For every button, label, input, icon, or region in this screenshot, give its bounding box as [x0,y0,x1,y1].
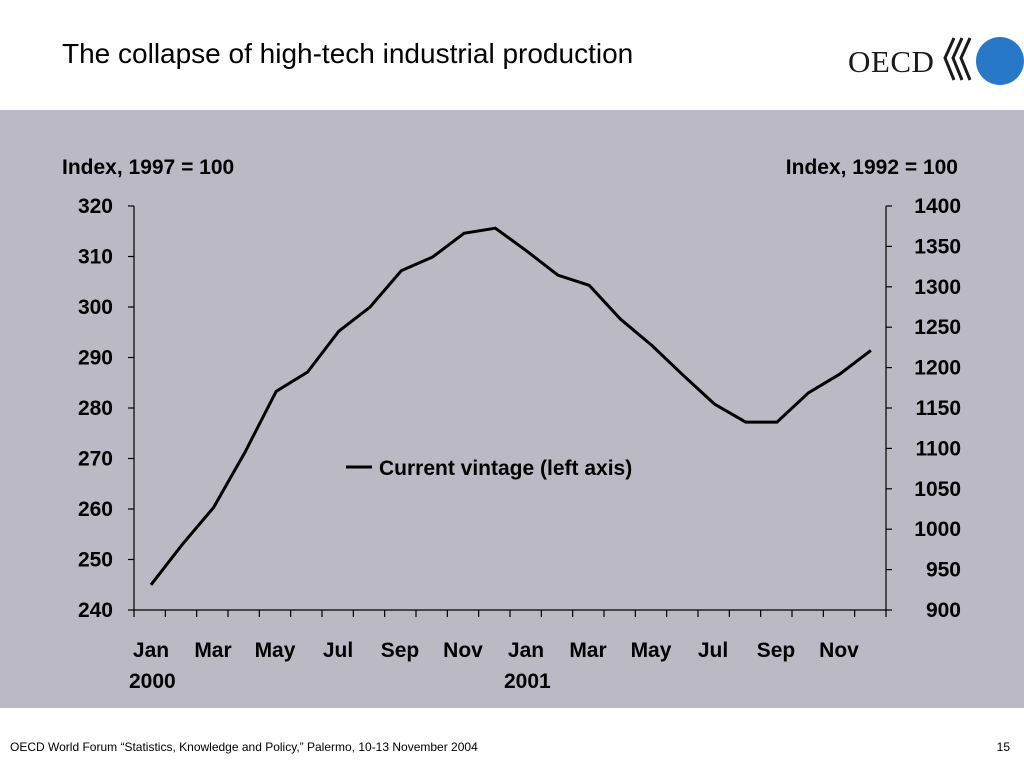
x-tick-label: Jul [698,639,728,662]
left-tick-label: 290 [78,347,113,370]
footer-text: OECD World Forum “Statistics, Knowledge … [10,740,478,754]
right-tick-label: 1300 [914,276,961,299]
oecd-logo: OECD [848,34,1024,90]
left-tick-label: 240 [78,599,113,622]
x-tick-label: Nov [443,639,483,662]
right-tick-label: 1050 [914,478,961,501]
series-line [149,226,872,586]
x-tick-label: Jan [508,639,544,662]
right-tick-label: 900 [926,599,961,622]
left-tick-label: 280 [78,397,113,420]
series-group [149,226,872,586]
right-axis-title: Index, 1992 = 100 [786,156,958,179]
right-tick-label: 1200 [914,357,961,380]
slide-title: The collapse of high-tech industrial pro… [62,38,634,69]
right-tick-label: 950 [926,559,961,582]
right-tick-label: 1000 [914,518,961,541]
x-tick-label: Mar [194,639,231,662]
legend: Current vintage (left axis) [346,457,632,480]
page-number: 15 [996,740,1010,754]
left-tick-label: 270 [78,448,113,471]
x-tick-label: Sep [757,639,796,662]
x-tick-label: Sep [381,639,420,662]
chart-panel: Index, 1997 = 100 Index, 1992 = 100 240 2… [0,110,1024,708]
x-tick-label: Nov [819,639,859,662]
right-tick-label: 1100 [915,437,961,460]
left-tick-label: 320 [78,195,113,218]
x-tick-label: May [255,639,296,662]
left-tick-label: 310 [78,246,113,269]
left-tick-label: 260 [78,498,113,521]
right-tick-label: 1250 [914,316,961,339]
left-tick-label: 250 [78,549,113,572]
x-tick-label: May [631,639,672,662]
left-tick-label: 300 [78,296,113,319]
line-chart: Index, 1997 = 100 Index, 1992 = 100 2402… [62,156,961,693]
x-tick-year-label: 2001 [504,670,551,693]
x-tick-label: Jul [323,639,353,662]
logo-text: OECD [848,44,935,79]
x-tick-label: Mar [569,639,606,662]
x-tick-label: Jan [133,639,169,662]
logo-circle [976,37,1024,85]
left-axis-ticks: 240 250 260 270 280 290 300 310 320 [78,195,134,622]
x-tick-year-label: 2000 [129,670,176,693]
right-tick-label: 1350 [914,235,961,258]
right-tick-label: 1400 [914,195,961,218]
left-axis-title: Index, 1997 = 100 [62,156,234,179]
right-tick-label: 1150 [915,397,961,420]
right-axis-ticks: 900 950 1000 1050 1100 1150 1200 1250 1300 1350 14… [886,195,961,622]
x-axis-ticks: Jan 2000 Mar May Jul Sep Nov Jan 2001 Mar May Jul Se… [129,610,887,693]
legend-label: Current vintage (left axis) [379,457,632,480]
logo-emblem-icon [943,37,1024,85]
